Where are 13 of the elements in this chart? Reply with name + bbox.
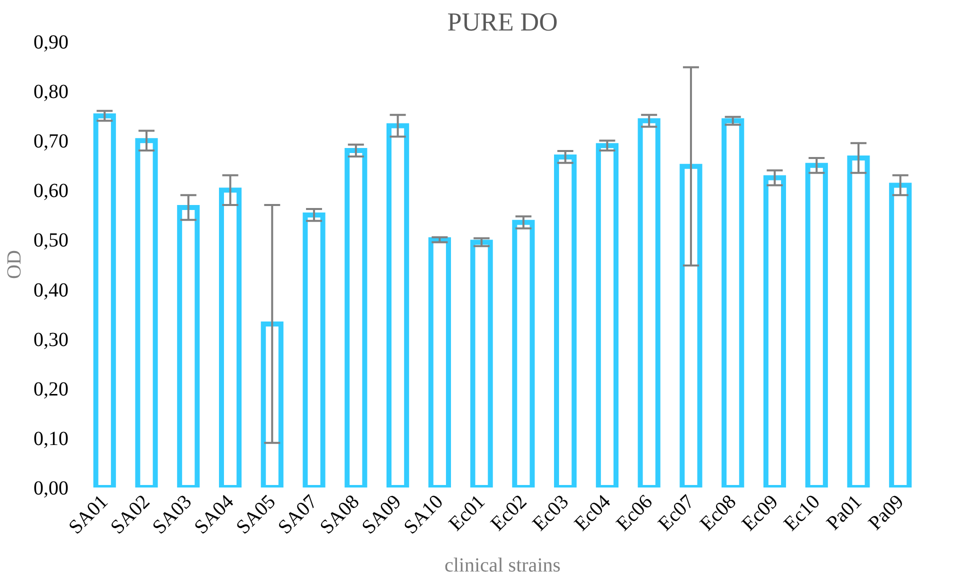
chart-title: PURE DO — [447, 8, 558, 36]
y-tick-label: 0,00 — [34, 478, 68, 500]
x-axis-title: clinical strains — [444, 554, 561, 576]
y-tick-label: 0,70 — [34, 130, 68, 153]
y-axis-title: OD — [4, 250, 26, 279]
y-tick-label: 0,50 — [34, 230, 68, 252]
y-tick-label: 0,80 — [34, 81, 68, 104]
y-tick-label: 0,30 — [34, 328, 68, 351]
y-tick-label: 0,20 — [34, 378, 68, 400]
y-tick-label: 0,40 — [34, 279, 68, 302]
y-tick-label: 0,90 — [34, 32, 68, 54]
y-tick-label: 0,10 — [34, 428, 68, 450]
y-tick-label: 0,60 — [34, 180, 68, 202]
